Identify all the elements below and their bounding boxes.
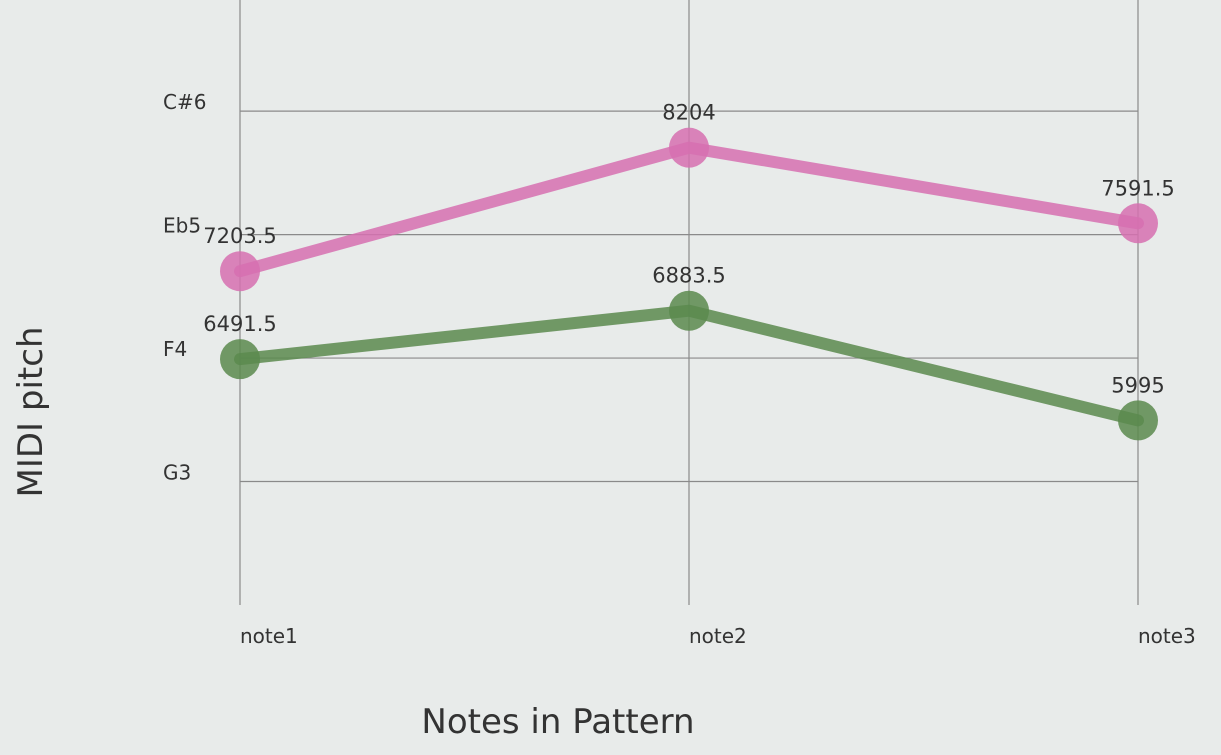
data-point xyxy=(220,339,260,380)
data-label: 7203.5 xyxy=(203,224,276,248)
data-point xyxy=(1118,400,1158,441)
x-axis-title: Notes in Pattern xyxy=(421,702,694,742)
data-labels: 7203.5 8204 7591.5 6491.5 6883.5 5995 xyxy=(203,101,1174,398)
data-point xyxy=(1118,203,1158,244)
y-tick-label: F4 xyxy=(163,337,187,361)
x-tick-label: note2 xyxy=(689,624,747,648)
data-label: 8204 xyxy=(662,101,715,125)
x-tick-label: note3 xyxy=(1138,624,1196,648)
y-tick-label: Eb5 xyxy=(163,214,201,238)
series-layer xyxy=(220,127,1158,441)
data-point xyxy=(669,127,709,168)
data-point xyxy=(220,251,260,292)
y-axis-ticks: G3 F4 Eb5 C#6 xyxy=(163,90,206,484)
data-label: 6883.5 xyxy=(652,264,725,288)
data-label: 5995 xyxy=(1111,373,1164,397)
data-point xyxy=(669,290,709,331)
y-tick-label: G3 xyxy=(163,461,191,485)
data-label: 6491.5 xyxy=(203,312,276,336)
x-axis-ticks: note1 note2 note3 xyxy=(240,624,1196,648)
x-tick-label: note1 xyxy=(240,624,298,648)
data-label: 7591.5 xyxy=(1101,176,1174,200)
y-tick-label: C#6 xyxy=(163,90,206,114)
y-axis-title: MIDI pitch xyxy=(11,327,51,498)
